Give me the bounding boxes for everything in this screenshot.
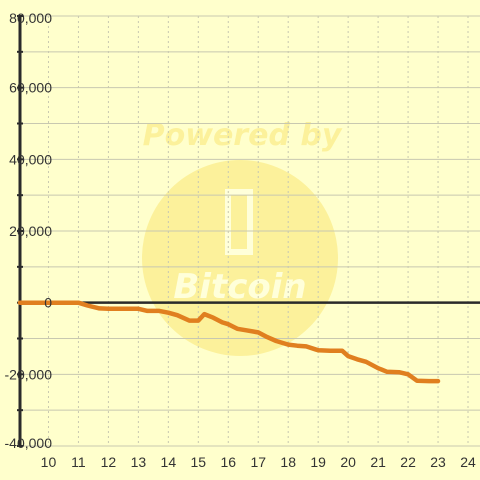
x-tick-label: 21 xyxy=(370,454,386,470)
x-tick-label: 23 xyxy=(430,454,446,470)
x-tick-label: 17 xyxy=(250,454,266,470)
x-tick-label: 19 xyxy=(310,454,326,470)
x-tick-label: 11 xyxy=(71,454,86,470)
y-tick-label: 40,000 xyxy=(9,151,52,167)
y-tick-label: -20,000 xyxy=(5,366,53,382)
grid xyxy=(20,15,480,447)
y-tick-label: -40,000 xyxy=(5,435,53,451)
x-tick-label: 18 xyxy=(280,454,296,470)
x-tick-label: 24 xyxy=(460,454,476,470)
x-tick-label: 16 xyxy=(220,454,236,470)
x-tick-label: 13 xyxy=(131,454,147,470)
y-tick-label: 60,000 xyxy=(9,80,52,96)
y-tick-labels: -40,000 -20,000 0 20,000 40,000 60,000 80,000 xyxy=(5,10,53,451)
x-tick-label: 12 xyxy=(101,454,117,470)
series-line xyxy=(17,300,441,384)
x-tick-label: 22 xyxy=(400,454,416,470)
watermark-coin-icon xyxy=(142,160,338,356)
y-tick-label: 0 xyxy=(44,295,52,311)
x-tick-label: 20 xyxy=(340,454,356,470)
x-tick-label: 10 xyxy=(41,454,57,470)
watermark: Powered by Bitcoin xyxy=(142,118,343,356)
watermark-bitcoin: Bitcoin xyxy=(173,267,306,307)
x-tick-label: 14 xyxy=(161,454,177,470)
y-tick-label: 20,000 xyxy=(9,223,52,239)
series-group xyxy=(17,300,441,384)
x-tick-labels: 10 11 12 13 14 15 16 17 18 19 20 21 22 23 24 xyxy=(41,454,476,470)
axes xyxy=(17,15,480,447)
x-tick-label: 15 xyxy=(191,454,207,470)
y-tick-label: 80,000 xyxy=(9,10,52,26)
